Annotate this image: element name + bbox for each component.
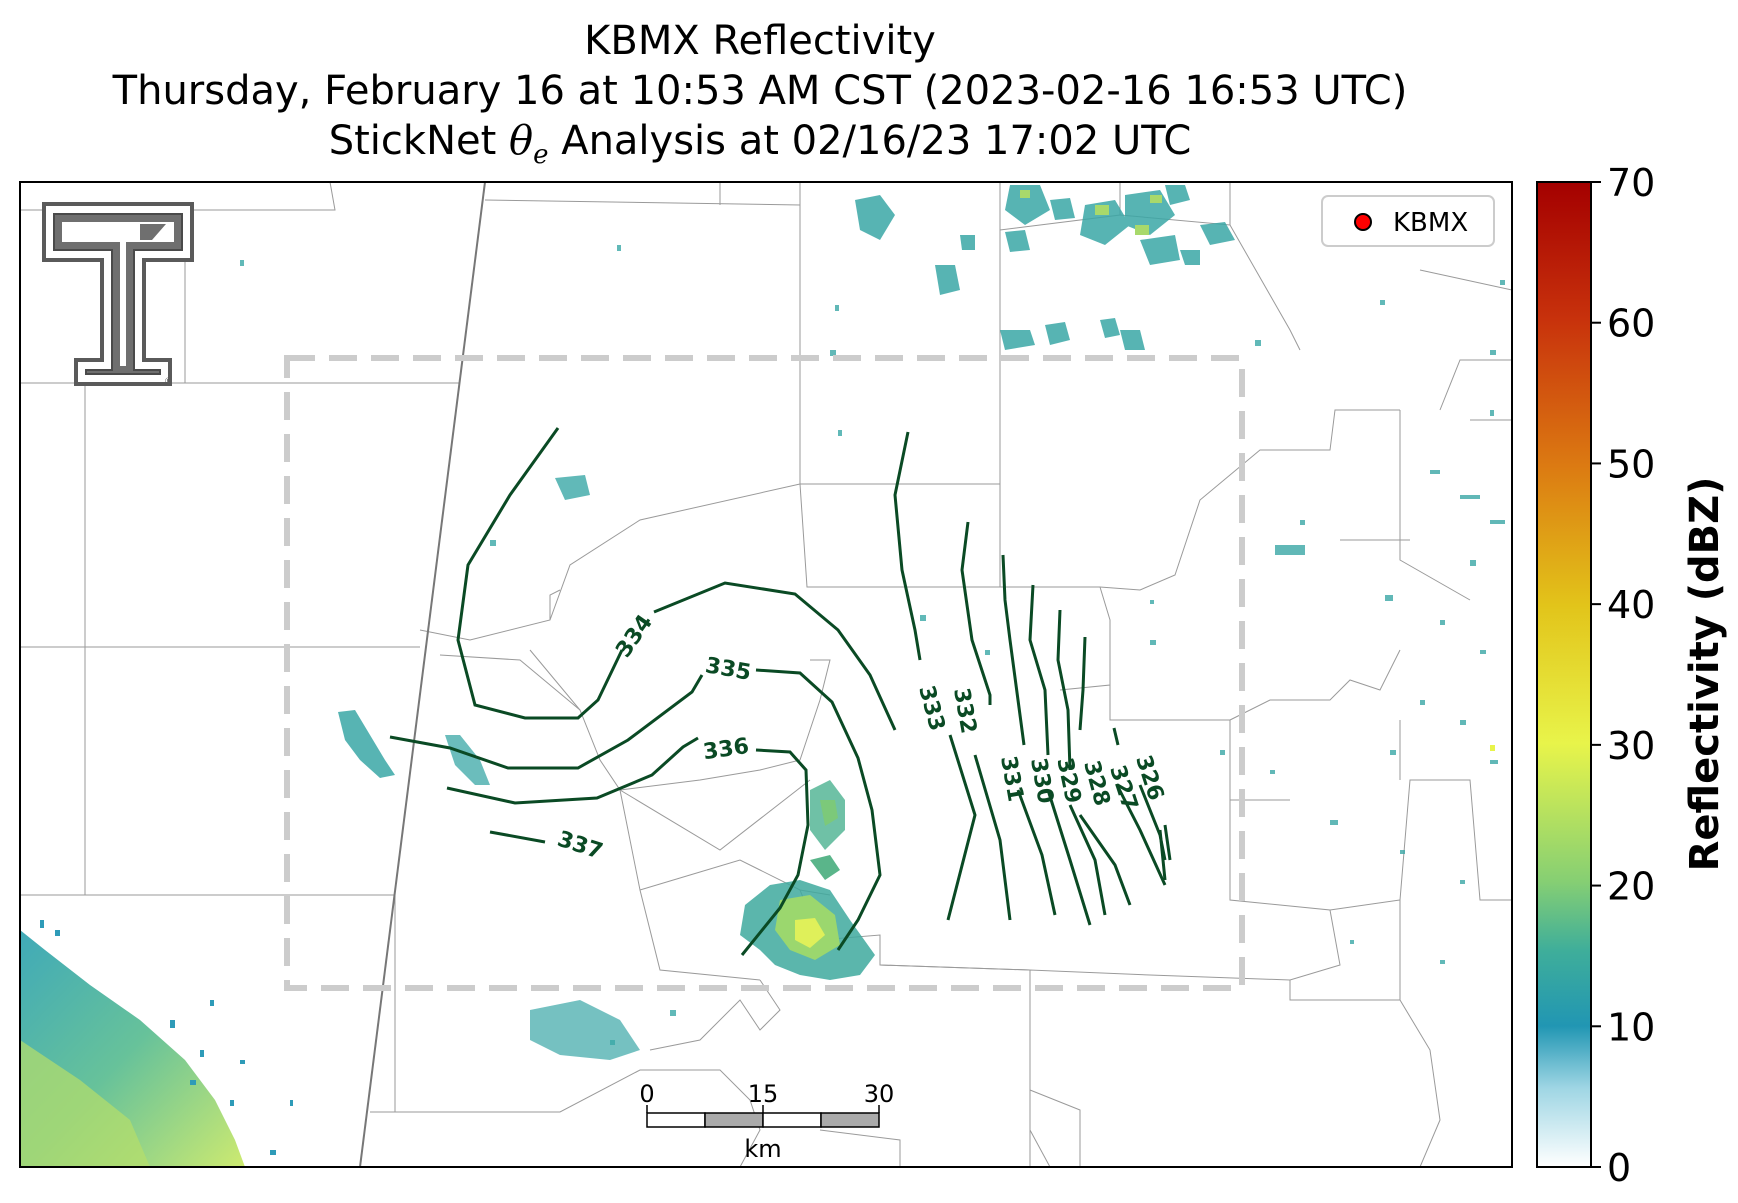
scale-tick-0: 0: [639, 1080, 654, 1108]
colorbar-tick-label: 50: [1607, 442, 1655, 486]
colorbar-tick-label: 60: [1607, 302, 1655, 346]
theta-e-contours: [389, 427, 1172, 956]
kbmx-marker-icon: [1354, 213, 1372, 231]
map-subtitle-time: Thursday, February 16 at 10:53 AM CST (2…: [112, 68, 1408, 114]
colorbar-tick-label: 40: [1607, 583, 1655, 627]
scale-tick-30: 30: [864, 1080, 895, 1108]
legend: KBMX: [1321, 195, 1495, 247]
colorbar-tick-label: 30: [1607, 724, 1655, 768]
state-boundary: [359, 182, 486, 1167]
colorbar-gradient: [1536, 181, 1592, 1168]
svg-text:®: ®: [164, 377, 173, 387]
colorbar-tick-label: 0: [1607, 1146, 1631, 1190]
legend-label: KBMX: [1393, 208, 1468, 238]
map-subtitle-analysis: StickNet θe Analysis at 02/16/23 17:02 U…: [328, 118, 1192, 170]
scale-bar: 0 15 30 km: [639, 1080, 894, 1163]
county-boundaries: [20, 182, 1512, 1167]
colorbar-label: Reflectivity (dBZ): [1682, 477, 1728, 872]
analysis-domain-box: [284, 355, 1245, 991]
colorbar-tick-label: 70: [1607, 161, 1655, 205]
colorbar: 0 10 20 30 40 50 60 70 Reflectivity (dBZ): [1536, 161, 1728, 1190]
texas-tech-logo: ®: [42, 202, 194, 387]
map-area: [20, 182, 1512, 1167]
colorbar-tick-label: 10: [1607, 1005, 1655, 1049]
scale-unit: km: [744, 1135, 781, 1163]
map-frame: [19, 181, 1513, 1168]
radar-reflectivity: [20, 185, 1505, 1167]
colorbar-ticks: 0 10 20 30 40 50 60 70: [1591, 161, 1655, 1190]
scale-tick-15: 15: [748, 1080, 779, 1108]
map-title: KBMX Reflectivity: [584, 18, 936, 64]
colorbar-tick-label: 20: [1607, 865, 1655, 909]
